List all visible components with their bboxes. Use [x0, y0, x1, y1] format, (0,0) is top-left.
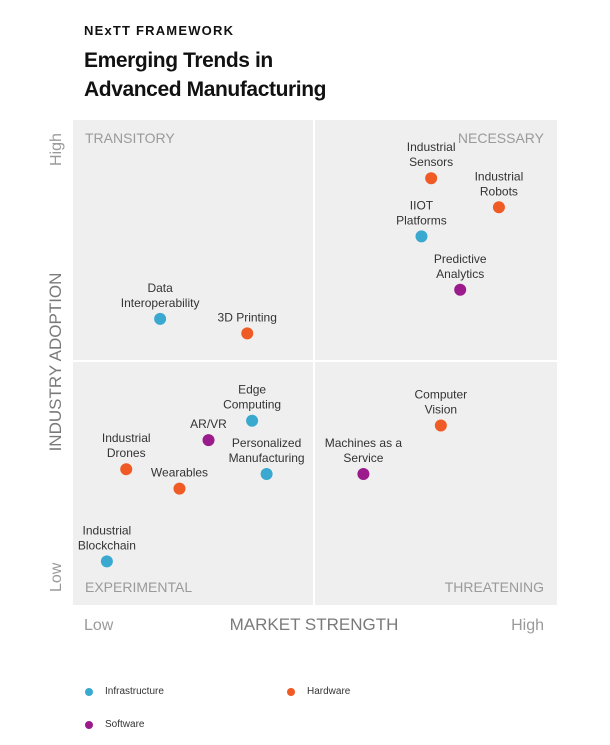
data-point: [434, 419, 447, 432]
data-point: [454, 283, 467, 296]
page-title: Emerging Trends in Advanced Manufacturin…: [84, 46, 504, 104]
data-point: [202, 434, 215, 447]
data-point: [357, 468, 370, 481]
quadrant-label-transitory: TRANSITORY: [85, 130, 175, 146]
data-point: [241, 327, 254, 340]
point-label: Edge: [238, 383, 266, 397]
x-axis-title: MARKET STRENGTH: [230, 615, 399, 634]
point-label: 3D Printing: [218, 310, 277, 324]
point-label: Analytics: [436, 267, 484, 281]
y-axis-low-label: Low: [48, 562, 65, 592]
point-label: Computing: [223, 398, 281, 412]
legend-label: Infrastructure: [105, 686, 164, 697]
point-label: Sensors: [409, 155, 453, 169]
point-label: Blockchain: [78, 538, 136, 552]
point-label: Personalized: [232, 436, 301, 450]
point-label: Manufacturing: [229, 451, 305, 465]
point-label: Computer: [414, 388, 467, 402]
quadrant-label-experimental: EXPERIMENTAL: [85, 579, 192, 595]
point-label: Drones: [107, 446, 146, 460]
point-label: Data: [147, 281, 173, 295]
framework-eyebrow: NExTT FRAMEWORK: [84, 23, 235, 38]
quadrant-label-necessary: NECESSARY: [458, 130, 545, 146]
legend-label: Hardware: [307, 686, 351, 697]
legend-swatch: [85, 720, 93, 729]
x-axis-low-label: Low: [84, 617, 114, 634]
data-point: [100, 555, 113, 568]
data-point: [154, 312, 167, 325]
legend-swatch: [85, 687, 93, 696]
point-label: Platforms: [396, 213, 447, 227]
y-axis-high-label: High: [48, 133, 65, 166]
point-label: Robots: [480, 184, 518, 198]
point-label: AR/VR: [190, 417, 227, 431]
y-axis-title: INDUSTRY ADOPTION: [46, 273, 65, 452]
data-point: [415, 230, 428, 243]
data-point: [120, 463, 133, 476]
legend-label: Software: [105, 719, 145, 730]
data-point: [492, 201, 505, 214]
data-point: [425, 172, 438, 185]
point-label: Service: [343, 451, 383, 465]
legend-swatch: [287, 687, 295, 696]
point-label: Industrial: [475, 169, 524, 183]
point-label: Predictive: [434, 252, 487, 266]
data-point: [173, 482, 186, 495]
point-label: Industrial: [83, 523, 132, 537]
title-line-1: Emerging Trends in: [84, 49, 273, 72]
point-label: Industrial: [407, 140, 456, 154]
legend-item-software: Software: [85, 719, 144, 730]
legend-item-hardware: Hardware: [287, 686, 350, 697]
legend-item-infrastructure: Infrastructure: [85, 686, 164, 697]
quadrant-label-threatening: THREATENING: [445, 579, 544, 595]
title-line-2: Advanced Manufacturing: [84, 78, 327, 101]
point-label: Interoperability: [121, 296, 200, 310]
point-label: IIOT: [410, 198, 434, 212]
data-point: [260, 468, 273, 481]
point-label: Industrial: [102, 431, 151, 445]
point-label: Machines as a: [325, 436, 403, 450]
point-label: Wearables: [151, 466, 208, 480]
point-label: Vision: [425, 403, 457, 417]
x-axis-high-label: High: [511, 617, 544, 634]
data-point: [246, 414, 259, 427]
